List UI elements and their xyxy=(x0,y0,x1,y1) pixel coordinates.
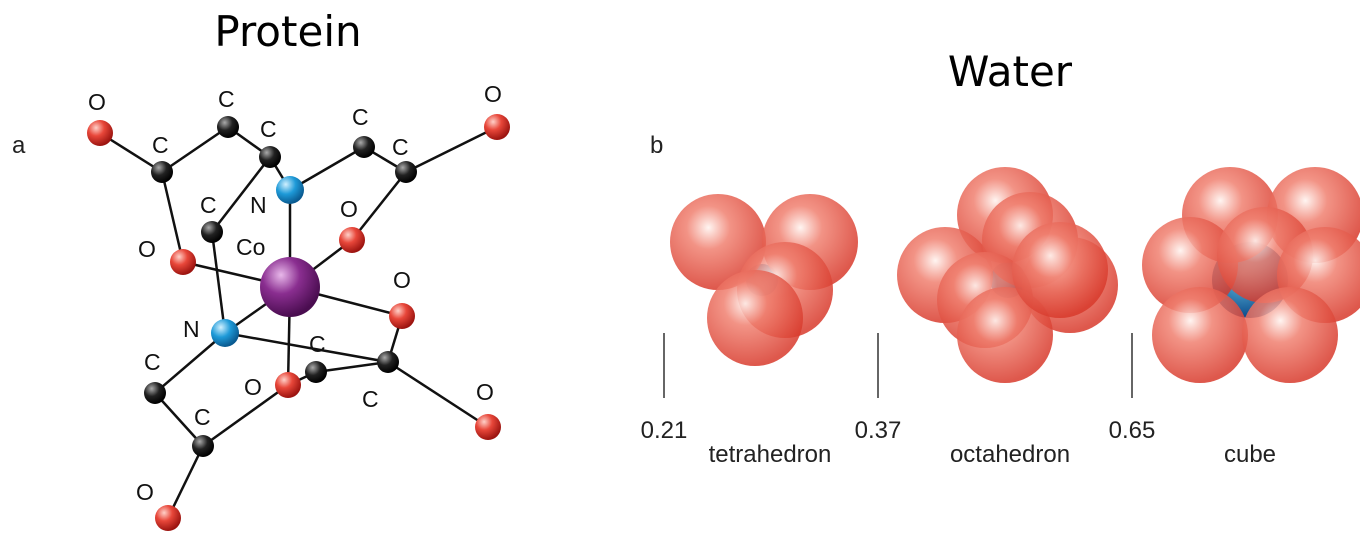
atom xyxy=(170,249,196,275)
bond xyxy=(162,172,183,262)
atom xyxy=(276,176,304,204)
bond xyxy=(225,333,388,362)
panel-label: a xyxy=(12,132,26,159)
atom-label: O xyxy=(244,374,262,400)
atom-label: Co xyxy=(236,234,265,260)
atom-label: C xyxy=(352,104,369,130)
atom-label: O xyxy=(136,479,154,505)
atom xyxy=(87,120,113,146)
atom xyxy=(339,227,365,253)
shape-name: tetrahedron xyxy=(709,441,832,468)
protein-title: Protein xyxy=(214,7,361,56)
bond xyxy=(162,127,228,172)
atom xyxy=(151,161,173,183)
bond xyxy=(388,362,488,427)
water-molecule xyxy=(1152,287,1248,383)
atom-label: C xyxy=(200,192,217,218)
atom xyxy=(217,116,239,138)
atom-label: O xyxy=(393,267,411,293)
panel-label: b xyxy=(650,132,663,159)
atom xyxy=(353,136,375,158)
atom xyxy=(389,303,415,329)
atom xyxy=(155,505,181,531)
atom-label: N xyxy=(183,316,200,342)
atom-label: O xyxy=(340,196,358,222)
atom-label: C xyxy=(194,404,211,430)
atom xyxy=(305,361,327,383)
atom xyxy=(201,221,223,243)
atom xyxy=(192,435,214,457)
bond xyxy=(406,127,497,172)
atom-label: O xyxy=(476,379,494,405)
atom-label: C xyxy=(392,134,409,160)
atom xyxy=(377,351,399,373)
atom xyxy=(484,114,510,140)
atom-label: O xyxy=(484,81,502,107)
atom-label: O xyxy=(88,89,106,115)
bond xyxy=(212,232,225,333)
figure: Protein Water a b OCCCCOCNOCCoOONCCOCOCO… xyxy=(0,0,1360,533)
atom xyxy=(395,161,417,183)
atom xyxy=(259,146,281,168)
atom xyxy=(275,372,301,398)
atom-label: C xyxy=(309,331,326,357)
atom xyxy=(144,382,166,404)
atom xyxy=(475,414,501,440)
atom-label: C xyxy=(362,386,379,412)
atom-label: N xyxy=(250,192,267,218)
water-title: Water xyxy=(948,47,1073,96)
water-molecule xyxy=(1242,287,1338,383)
water-molecule xyxy=(1012,222,1108,318)
atom-label: C xyxy=(260,116,277,142)
atom-label: C xyxy=(218,86,235,112)
bond xyxy=(352,172,406,240)
water-panel: 0.21 tetrahedron 0.37 octahedron 0.65 cube xyxy=(641,167,1360,468)
shape-name: cube xyxy=(1224,441,1276,468)
water-molecule xyxy=(707,270,803,366)
ratio-value: 0.65 xyxy=(1109,417,1156,444)
ratio-value: 0.21 xyxy=(641,417,688,444)
atom-label: C xyxy=(144,349,161,375)
atom-label: O xyxy=(138,236,156,262)
atom xyxy=(260,257,320,317)
ratio-value: 0.37 xyxy=(855,417,902,444)
atom-label: C xyxy=(152,132,169,158)
shape-name: octahedron xyxy=(950,441,1070,468)
atom xyxy=(211,319,239,347)
